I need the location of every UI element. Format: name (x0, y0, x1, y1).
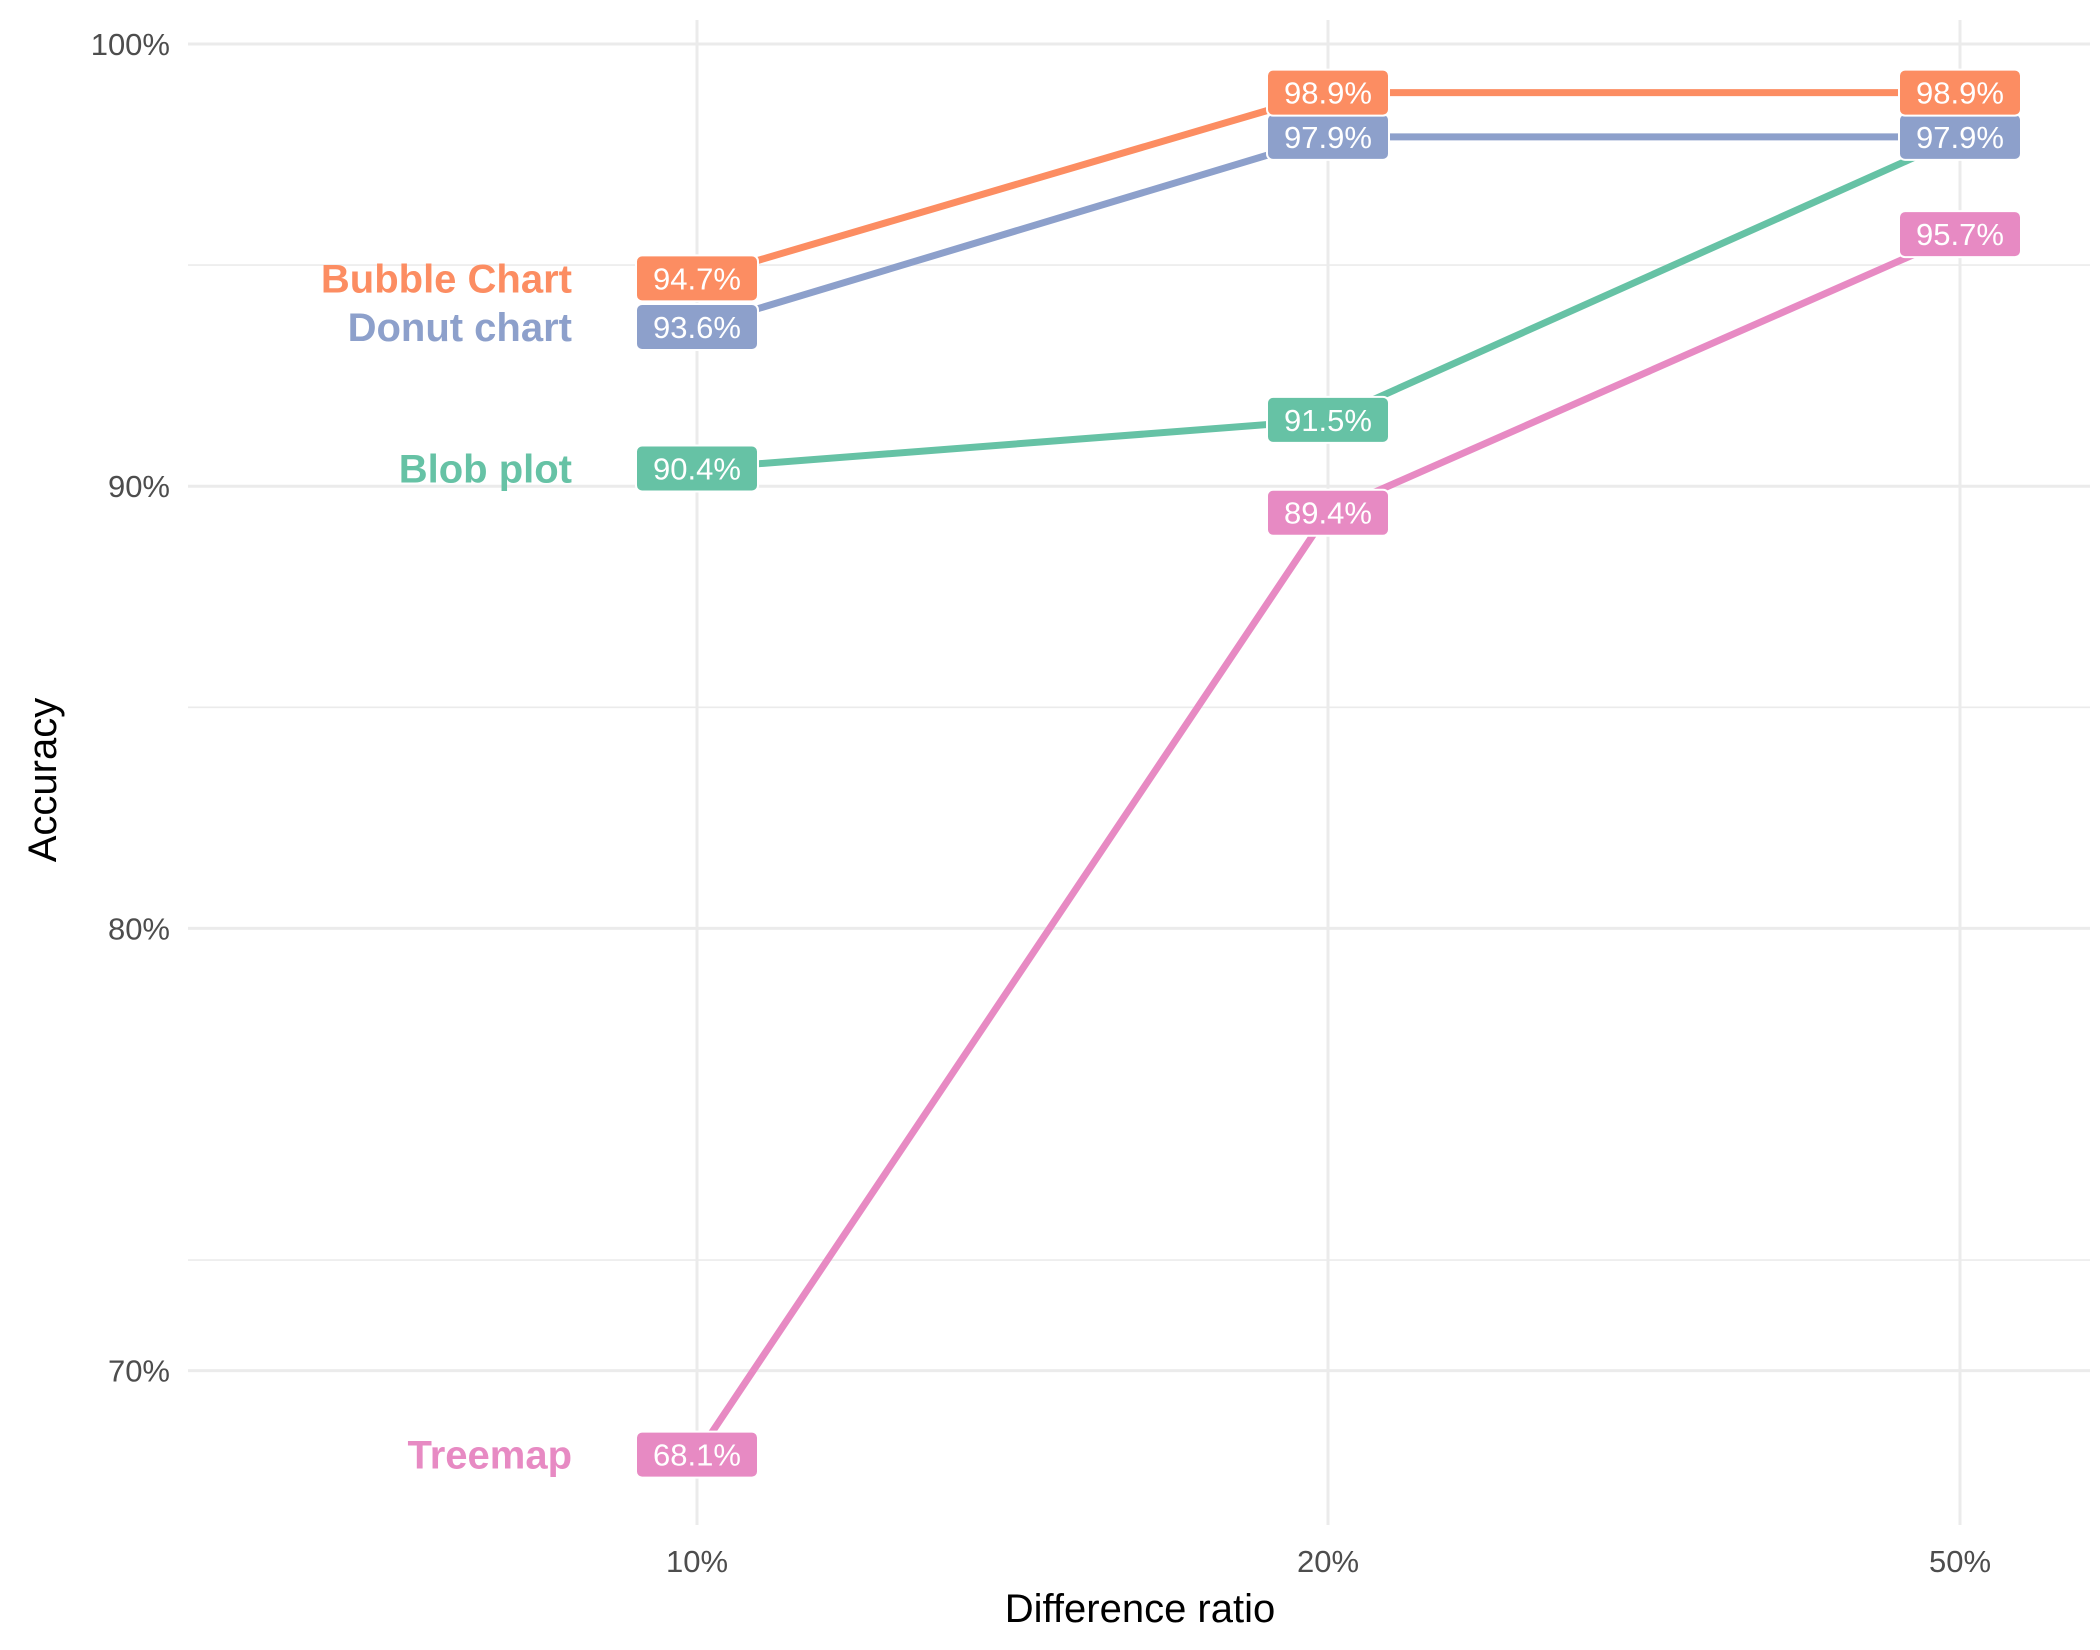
x-axis-title: Difference ratio (1005, 1587, 1276, 1631)
data-label-text: 94.7% (653, 261, 741, 296)
data-label: 68.1% (635, 1430, 759, 1479)
data-label-box (635, 303, 759, 352)
data-label-text: 93.6% (653, 310, 741, 345)
y-tick-label: 90% (108, 469, 170, 504)
data-label: 94.7% (635, 254, 759, 303)
series-name-label: Bubble Chart (321, 257, 572, 301)
x-tick-label: 20% (1297, 1544, 1359, 1579)
data-label-text: 89.4% (1284, 496, 1372, 531)
data-label-text: 98.9% (1916, 76, 2004, 111)
data-label-box (1266, 395, 1390, 444)
data-label-box (635, 254, 759, 303)
data-label-box (1266, 68, 1390, 117)
data-label: 97.9% (1266, 112, 1390, 161)
data-labels: 68.1% 89.4% 95.7% 90.4% 91.5% 93.6% 97.9% 97.9%… (635, 68, 2022, 1479)
data-label-box (635, 444, 759, 493)
series-name-labels: Bubble Chart Donut chart Blob plot Treemap (321, 257, 572, 1477)
data-label: 97.9% (1898, 112, 2022, 161)
y-tick-label: 80% (108, 911, 170, 946)
data-label-text: 95.7% (1916, 217, 2004, 252)
data-label-box (1266, 488, 1390, 537)
data-label: 90.4% (635, 444, 759, 493)
series-name-label: Blob plot (399, 448, 572, 492)
y-tick-label: 70% (108, 1354, 170, 1389)
data-label-text: 90.4% (653, 452, 741, 487)
data-label: 91.5% (1266, 395, 1390, 444)
grid (188, 20, 2090, 1525)
data-label: 95.7% (1898, 210, 2022, 259)
data-label: 98.9% (1266, 68, 1390, 117)
data-label: 93.6% (635, 303, 759, 352)
data-label-box (1898, 210, 2022, 259)
y-axis-title: Accuracy (21, 698, 65, 863)
data-label-box (635, 1430, 759, 1479)
data-label-text: 98.9% (1284, 76, 1372, 111)
data-label-text: 97.9% (1916, 120, 2004, 155)
data-label: 89.4% (1266, 488, 1390, 537)
data-label-text: 91.5% (1284, 403, 1372, 438)
x-tick-label: 50% (1929, 1544, 1991, 1579)
data-label-text: 68.1% (653, 1438, 741, 1473)
series-name-label: Treemap (407, 1434, 572, 1478)
data-label-box (1898, 68, 2022, 117)
data-label: 98.9% (1898, 68, 2022, 117)
y-tick-label: 100% (91, 27, 170, 62)
x-tick-label: 10% (666, 1544, 728, 1579)
x-axis-ticks: 10% 20% 50% (666, 1544, 1991, 1579)
series-name-label: Donut chart (348, 306, 572, 350)
data-label-text: 97.9% (1284, 120, 1372, 155)
y-axis-ticks: 70% 80% 90% 100% (91, 27, 170, 1389)
